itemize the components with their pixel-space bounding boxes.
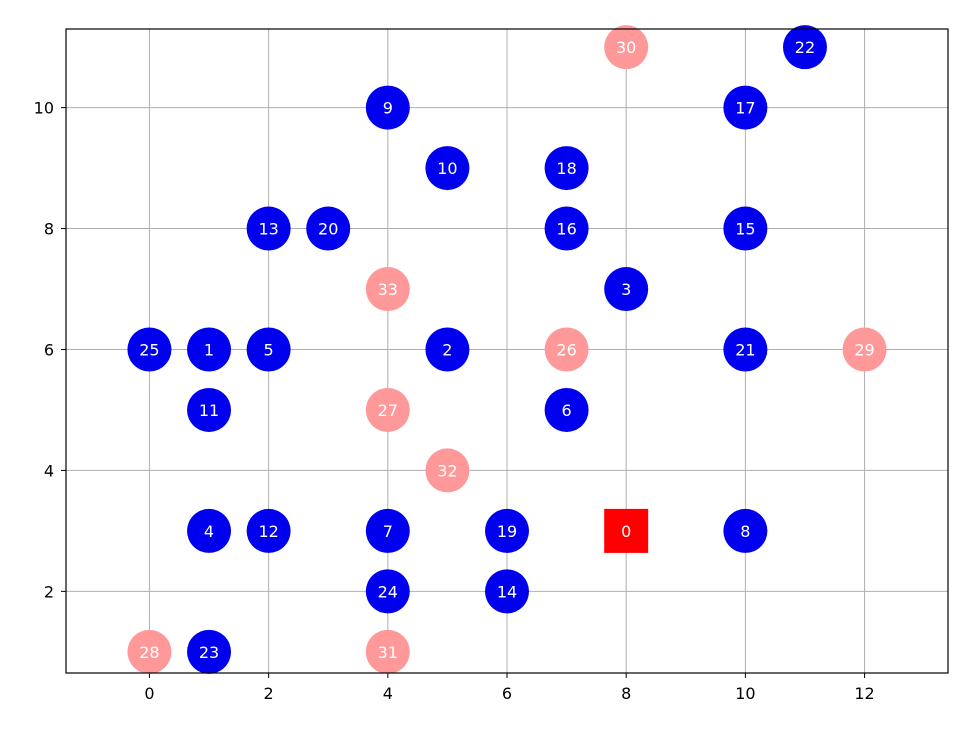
point-marker-22 [782, 25, 827, 70]
y-tick-label: 2 [44, 582, 54, 601]
point-marker-26 [544, 327, 589, 372]
point-label-11: 11 [199, 401, 219, 420]
point-marker-3 [604, 267, 649, 312]
x-tick-label: 0 [144, 684, 154, 703]
point-label-26: 26 [556, 340, 576, 359]
point-marker-32 [425, 448, 470, 493]
point-label-10: 10 [437, 159, 457, 178]
point-label-27: 27 [378, 401, 398, 420]
point-marker-8 [723, 508, 768, 553]
point-label-28: 28 [139, 643, 159, 662]
point-marker-18 [544, 146, 589, 191]
point-marker-12 [246, 508, 291, 553]
y-tick-label: 6 [44, 340, 54, 359]
point-marker-7 [365, 508, 410, 553]
point-marker-29 [842, 327, 887, 372]
point-label-22: 22 [795, 38, 815, 57]
point-marker-10 [425, 146, 470, 191]
point-label-4: 4 [204, 522, 214, 541]
point-label-12: 12 [258, 522, 278, 541]
point-marker-1 [187, 327, 232, 372]
point-label-14: 14 [497, 582, 517, 601]
point-label-20: 20 [318, 220, 338, 239]
point-label-8: 8 [740, 522, 750, 541]
plot-frame [65, 28, 949, 674]
point-marker-15 [723, 206, 768, 251]
point-label-13: 13 [258, 220, 278, 239]
point-label-3: 3 [621, 280, 631, 299]
point-marker-33 [365, 267, 410, 312]
point-marker-11 [187, 387, 232, 432]
point-label-25: 25 [139, 340, 159, 359]
point-label-32: 32 [437, 461, 457, 480]
point-label-30: 30 [616, 38, 636, 57]
x-tick-label: 4 [383, 684, 393, 703]
x-tick-label: 6 [502, 684, 512, 703]
point-marker-2 [425, 327, 470, 372]
depot-marker [604, 508, 649, 553]
point-label-6: 6 [562, 401, 572, 420]
point-marker-20 [306, 206, 351, 251]
x-tick-label: 12 [854, 684, 874, 703]
point-marker-30 [604, 25, 649, 70]
point-marker-19 [485, 508, 529, 553]
y-tick-label: 8 [44, 220, 54, 239]
point-label-15: 15 [735, 220, 755, 239]
point-label-5: 5 [264, 340, 274, 359]
point-marker-6 [544, 387, 589, 432]
point-marker-27 [365, 387, 410, 432]
point-label-2: 2 [442, 340, 452, 359]
y-tick-label: 10 [34, 99, 54, 118]
point-label-24: 24 [378, 582, 398, 601]
point-label-18: 18 [556, 159, 576, 178]
point-label-29: 29 [854, 340, 874, 359]
point-marker-24 [365, 569, 410, 614]
point-marker-23 [187, 629, 232, 674]
point-marker-31 [365, 629, 410, 674]
point-marker-21 [723, 327, 768, 372]
point-label-16: 16 [556, 220, 576, 239]
point-label-33: 33 [378, 280, 398, 299]
point-marker-16 [544, 206, 589, 251]
point-label-31: 31 [378, 643, 398, 662]
point-marker-5 [246, 327, 291, 372]
point-marker-17 [723, 85, 768, 130]
point-marker-13 [246, 206, 291, 251]
x-tick-label: 8 [621, 684, 631, 703]
point-label-21: 21 [735, 340, 755, 359]
point-label-23: 23 [199, 643, 219, 662]
point-label-9: 9 [383, 99, 393, 118]
point-label-19: 19 [497, 522, 517, 541]
depot-label: 0 [621, 522, 631, 541]
point-marker-4 [187, 508, 232, 553]
point-marker-14 [485, 569, 529, 614]
x-tick-label: 10 [735, 684, 755, 703]
point-marker-25 [127, 327, 172, 372]
point-marker-28 [127, 629, 172, 674]
point-label-1: 1 [204, 340, 214, 359]
point-label-17: 17 [735, 99, 755, 118]
point-label-7: 7 [383, 522, 393, 541]
x-tick-label: 2 [264, 684, 274, 703]
y-tick-label: 4 [44, 461, 54, 480]
point-marker-9 [365, 85, 410, 130]
